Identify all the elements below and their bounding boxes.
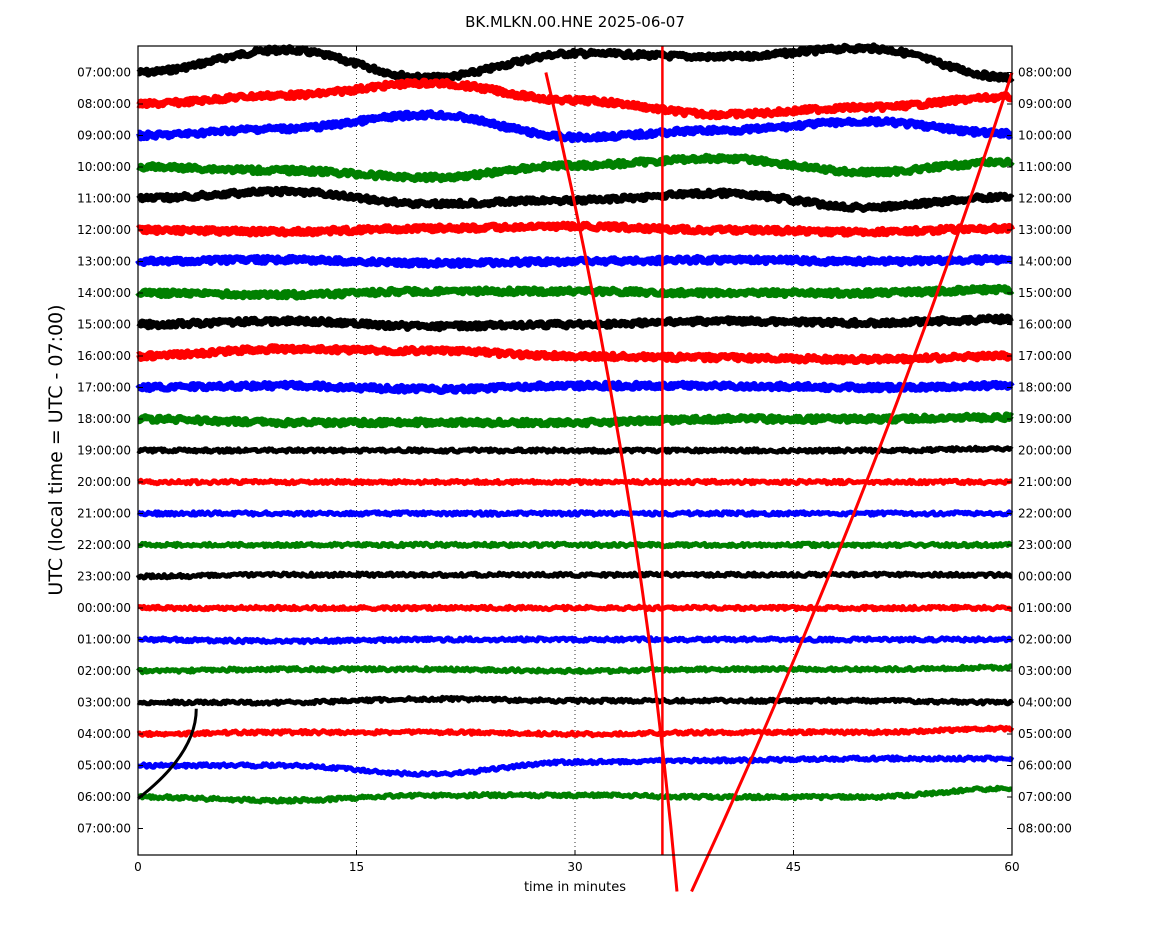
left-tick-label: 18:00:00 (77, 412, 131, 426)
right-tick-label: 06:00:00 (1018, 759, 1072, 773)
y-axis-label: UTC (local time = UTC - 07:00) (45, 304, 67, 595)
right-tick-label: 22:00:00 (1018, 507, 1072, 521)
x-tick-label: 15 (349, 860, 364, 874)
trace-line (136, 444, 1014, 455)
right-tick-label: 04:00:00 (1018, 696, 1072, 710)
left-tick-label: 04:00:00 (77, 727, 131, 741)
left-tick-label: 23:00:00 (77, 570, 131, 584)
drift-curve (137, 708, 198, 800)
trace-line (136, 42, 1015, 84)
trace-line (136, 663, 1013, 676)
left-tick-label: 10:00:00 (77, 160, 131, 174)
right-tick-label: 08:00:00 (1018, 822, 1072, 836)
right-tick-label: 02:00:00 (1018, 633, 1072, 647)
left-tick-label: 03:00:00 (77, 696, 131, 710)
left-tick-label: 07:00:00 (77, 822, 131, 836)
left-tick-label: 05:00:00 (77, 759, 131, 773)
trace-line (136, 343, 1014, 366)
right-tick-label: 01:00:00 (1018, 601, 1072, 615)
trace-line (137, 784, 1013, 805)
left-tick-label: 06:00:00 (77, 790, 131, 804)
trace-line (136, 509, 1014, 518)
right-tick-label: 23:00:00 (1018, 538, 1072, 552)
left-tick-label: 20:00:00 (77, 475, 131, 489)
right-tick-label: 18:00:00 (1018, 381, 1072, 395)
right-tick-label: 14:00:00 (1018, 255, 1072, 269)
left-tick-label: 16:00:00 (77, 349, 131, 363)
x-tick-label: 60 (1004, 860, 1019, 874)
right-tick-label: 20:00:00 (1018, 444, 1072, 458)
axis-ticks: 07:00:00 08:00:00 09:00:00 10:00:00 11:00:00… (77, 46, 1072, 874)
trace-line (136, 220, 1016, 238)
chart-title: BK.MLKN.00.HNE 2025-06-07 (465, 13, 685, 31)
trace-line (135, 283, 1015, 301)
right-tick-label: 21:00:00 (1018, 475, 1072, 489)
right-tick-label: 00:00:00 (1018, 570, 1072, 584)
drift-curve (690, 72, 1014, 893)
right-tick-label: 08:00:00 (1018, 66, 1072, 80)
right-tick-label: 12:00:00 (1018, 192, 1072, 206)
left-tick-label: 15:00:00 (77, 318, 131, 332)
left-tick-label: 02:00:00 (77, 664, 131, 678)
trace-line (135, 253, 1014, 269)
left-tick-label: 13:00:00 (77, 255, 131, 269)
left-tick-label: 22:00:00 (77, 538, 131, 552)
left-tick-label: 00:00:00 (77, 601, 131, 615)
left-tick-label: 08:00:00 (77, 97, 131, 111)
x-tick-label: 45 (786, 860, 801, 874)
left-tick-label: 12:00:00 (77, 223, 131, 237)
left-tick-label: 11:00:00 (77, 192, 131, 206)
trace-line (137, 477, 1013, 487)
left-tick-label: 07:00:00 (77, 66, 131, 80)
trace-line (135, 570, 1013, 581)
trace-line (136, 724, 1015, 739)
right-tick-label: 17:00:00 (1018, 349, 1072, 363)
trace-line (136, 635, 1014, 646)
trace-line (135, 379, 1015, 395)
trace-line (136, 152, 1015, 184)
trace-line (136, 77, 1014, 121)
right-tick-label: 16:00:00 (1018, 318, 1072, 332)
right-tick-label: 07:00:00 (1018, 790, 1072, 804)
right-tick-label: 05:00:00 (1018, 727, 1072, 741)
traces (135, 42, 1016, 805)
drift-curve (544, 72, 679, 892)
right-tick-label: 15:00:00 (1018, 286, 1072, 300)
trace-line (137, 754, 1015, 778)
x-axis-label: time in minutes (524, 880, 626, 895)
right-tick-label: 19:00:00 (1018, 412, 1072, 426)
right-tick-label: 11:00:00 (1018, 160, 1072, 174)
left-tick-label: 21:00:00 (77, 507, 131, 521)
trace-line (137, 540, 1013, 550)
left-tick-label: 09:00:00 (77, 129, 131, 143)
left-tick-label: 19:00:00 (77, 444, 131, 458)
right-tick-label: 10:00:00 (1018, 129, 1072, 143)
right-tick-label: 03:00:00 (1018, 664, 1072, 678)
trace-line (136, 313, 1014, 333)
trace-line (136, 694, 1015, 707)
overlays (137, 46, 1014, 893)
left-tick-label: 17:00:00 (77, 381, 131, 395)
x-tick-label: 0 (134, 860, 142, 874)
left-tick-label: 01:00:00 (77, 633, 131, 647)
trace-line (136, 411, 1014, 429)
trace-line (136, 109, 1014, 144)
trace-line (137, 603, 1013, 613)
right-tick-label: 09:00:00 (1018, 97, 1072, 111)
left-tick-label: 14:00:00 (77, 286, 131, 300)
x-tick-label: 30 (567, 860, 582, 874)
right-tick-label: 13:00:00 (1018, 223, 1072, 237)
